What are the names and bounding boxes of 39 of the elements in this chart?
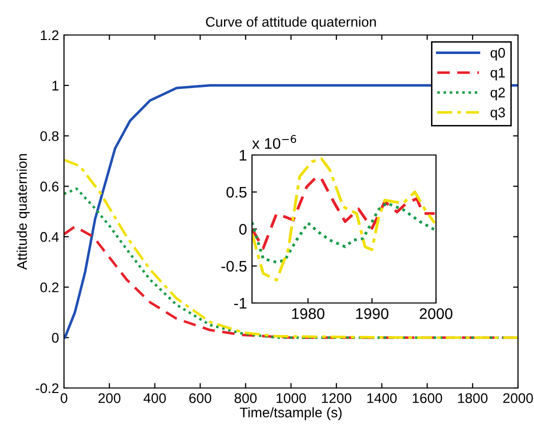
annotation: x 10$^{−6}$ (252, 134, 296, 149)
legend-label: q3 (490, 108, 505, 120)
legend-label: q0 (490, 48, 505, 60)
y-tick-label: 1 (52, 80, 58, 90)
x-tick-label: 1600 (412, 393, 442, 404)
x-tick-label: 800 (234, 393, 257, 404)
y-tick-label: -1 (234, 298, 246, 309)
legend-label: q1 (490, 68, 505, 80)
y-tick-label: -0.5 (221, 260, 246, 272)
y-tick-label: 0.2 (40, 282, 58, 292)
x-tick-label: 1400 (367, 393, 397, 404)
line-series (252, 202, 436, 264)
x-tick-label: 1200 (322, 393, 352, 404)
x-axis-title: Time/tsample (s) (240, 407, 342, 420)
x-tick-label: 1800 (458, 393, 488, 404)
x-tick-label: 200 (98, 393, 120, 404)
y-tick-label: 0.4 (40, 232, 59, 242)
x-tick-label: 1980 (292, 308, 324, 320)
x-tick-label: 1990 (356, 308, 388, 320)
x-tick-label: 600 (189, 393, 212, 404)
x-tick-label: 400 (144, 393, 166, 404)
y-tick-label: 0.8 (40, 131, 59, 142)
y-tick-label: 0 (52, 332, 59, 343)
y-tick-label: 0.5 (226, 186, 246, 198)
x-tick-label: 2000 (420, 308, 452, 320)
y-tick-label: 0 (239, 224, 247, 235)
y-axis-title: Attitude quaternion (16, 154, 30, 270)
y-tick-label: 1.2 (40, 30, 58, 40)
y-tick-label: 0.6 (40, 182, 59, 192)
line-series (252, 157, 436, 282)
line-series (64, 158, 518, 339)
x-tick-label: 2000 (503, 393, 533, 404)
line-series (252, 175, 436, 250)
y-tick-label: 1 (240, 150, 246, 161)
x-tick-label: 0 (60, 393, 68, 404)
chart-title: Curve of attitude quaternion (206, 16, 376, 30)
y-tick-label: -0.2 (36, 383, 58, 394)
x-tick-label: 1000 (276, 393, 306, 404)
legend-label: q2 (490, 88, 505, 100)
